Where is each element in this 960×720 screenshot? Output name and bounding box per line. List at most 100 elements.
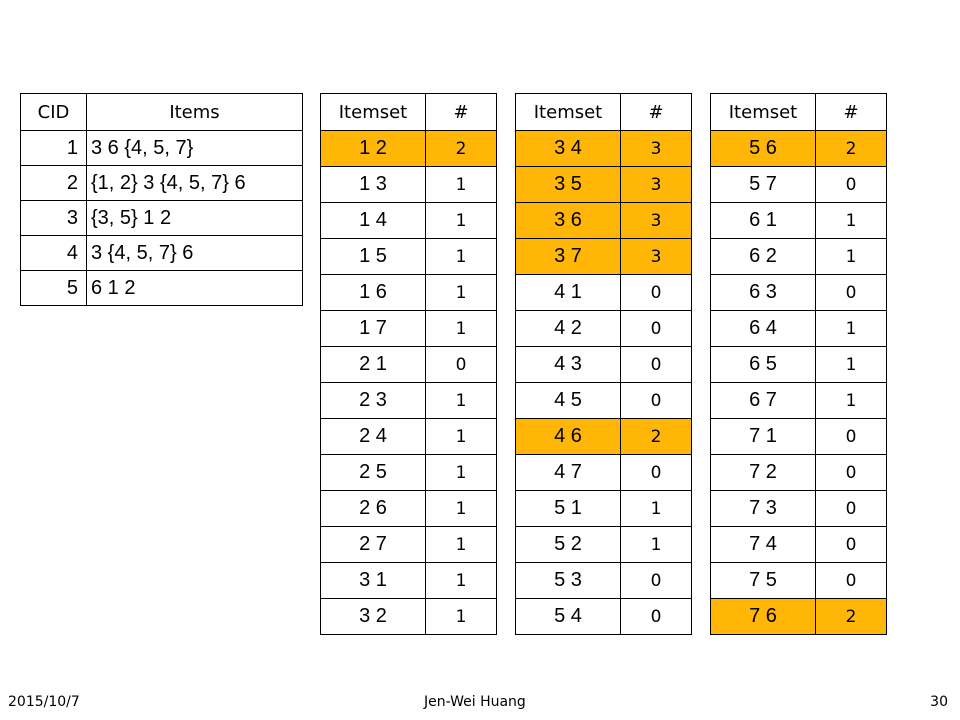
items-cell: 6 1 2	[86, 270, 303, 306]
itemset-cell: 7 5	[710, 562, 816, 599]
cid-table-row: 1 3 6 {4, 5, 7}	[20, 130, 303, 166]
count-header: #	[620, 93, 692, 131]
count-cell: 1	[425, 526, 497, 563]
count-cell: 1	[620, 490, 692, 527]
itemset-cell: 2 3	[320, 382, 426, 419]
count-cell: 0	[815, 562, 887, 599]
count-cell: 1	[620, 526, 692, 563]
itemset-cell: 4 2	[515, 310, 621, 347]
cid-table-row: 5 6 1 2	[20, 270, 303, 306]
cid-cell: 2	[20, 165, 87, 201]
itemset-cell: 5 3	[515, 562, 621, 599]
items-cell: {1, 2} 3 {4, 5, 7} 6	[86, 165, 303, 201]
footer-date: 2015/10/7	[8, 694, 80, 710]
count-cell: 0	[815, 166, 887, 203]
count-cell: 0	[620, 310, 692, 347]
footer-author: Jen-Wei Huang	[424, 694, 526, 710]
cid-table-row: 4 3 {4, 5, 7} 6	[20, 235, 303, 271]
count-cell: 0	[815, 526, 887, 563]
count-cell: 3	[620, 166, 692, 203]
itemset-cell: 2 4	[320, 418, 426, 455]
itemset-cell: 3 4	[515, 130, 621, 167]
count-cell: 0	[425, 346, 497, 383]
itemset-cell: 6 2	[710, 238, 816, 275]
items-header: Items	[86, 93, 303, 131]
count-cell: 0	[620, 562, 692, 599]
itemset-cell: 5 6	[710, 130, 816, 167]
count-cell: 1	[425, 454, 497, 491]
count-cell: 1	[815, 310, 887, 347]
count-cell: 3	[620, 238, 692, 275]
count-cell: 1	[815, 346, 887, 383]
count-cell: 0	[815, 274, 887, 311]
itemset-cell: 7 1	[710, 418, 816, 455]
cid-table-row: 3 {3, 5} 1 2	[20, 200, 303, 236]
count-cell: 1	[425, 202, 497, 239]
itemset-cell: 1 5	[320, 238, 426, 275]
itemset-cell: 7 2	[710, 454, 816, 491]
count-cell: 1	[425, 598, 497, 635]
itemset-cell: 1 3	[320, 166, 426, 203]
itemset-cell: 2 7	[320, 526, 426, 563]
itemset-cell: 5 4	[515, 598, 621, 635]
itemset-cell: 4 1	[515, 274, 621, 311]
count-cell: 0	[815, 418, 887, 455]
cid-table-header-row: CID Items	[20, 93, 303, 131]
cid-cell: 3	[20, 200, 87, 236]
itemset-cell: 6 1	[710, 202, 816, 239]
itemset-cell: 6 7	[710, 382, 816, 419]
itemset-cell: 3 1	[320, 562, 426, 599]
count-cell: 1	[425, 418, 497, 455]
count-cell: 0	[620, 598, 692, 635]
cid-header: CID	[20, 93, 87, 131]
cid-items-table: CID Items 1 3 6 {4, 5, 7} 2 {1, 2} 3 {4,…	[20, 93, 303, 306]
count-header: #	[425, 93, 497, 131]
count-cell: 2	[425, 130, 497, 167]
count-header: #	[815, 93, 887, 131]
items-cell: {3, 5} 1 2	[86, 200, 303, 236]
count-cell: 0	[620, 346, 692, 383]
itemset-cell: 6 5	[710, 346, 816, 383]
itemset-cell: 7 4	[710, 526, 816, 563]
count-cell: 0	[620, 454, 692, 491]
itemset-cell: 1 2	[320, 130, 426, 167]
itemset-header: Itemset	[710, 93, 816, 131]
count-cell: 1	[425, 490, 497, 527]
itemset-cell: 3 7	[515, 238, 621, 275]
itemset-table-header-row: Itemset #	[320, 93, 497, 131]
count-cell: 2	[620, 418, 692, 455]
count-cell: 0	[620, 382, 692, 419]
items-cell: 3 {4, 5, 7} 6	[86, 235, 303, 271]
itemset-cell: 3 6	[515, 202, 621, 239]
count-cell: 0	[815, 490, 887, 527]
itemset-cell: 6 3	[710, 274, 816, 311]
itemset-header: Itemset	[320, 93, 426, 131]
